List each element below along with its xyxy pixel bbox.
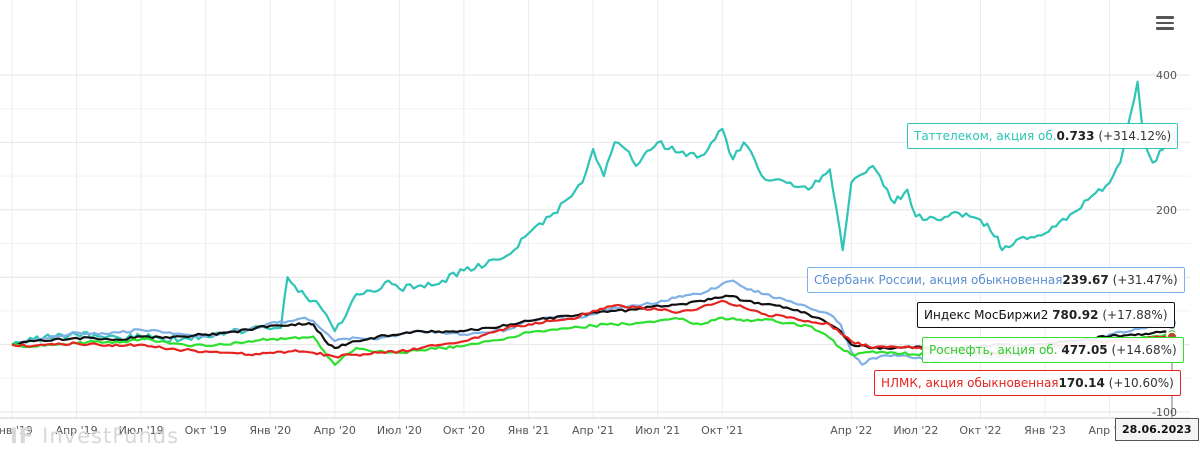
crosshair-date-label: 28.06.2023 (1115, 418, 1199, 441)
tooltip-series-name: Индекс МосБиржи2 (924, 308, 1049, 322)
y-tick-label: 200 (1156, 204, 1177, 217)
tooltip-series-name: Таттелеком, акция об. (914, 129, 1057, 143)
tooltip-tattelecom: Таттелеком, акция об.0.733 (+314.12%) (907, 123, 1179, 149)
tooltip-nlmk: НЛМК, акция обыкновенная170.14 (+10.60%) (874, 370, 1181, 396)
tooltip-series-name: Роснефть, акция об. (929, 343, 1058, 357)
x-axis: Янв '19 Апр '19 Июл '19 Окт '19 Янв '20 Апр '… (0, 417, 1190, 437)
x-tick-label: Июл '22 (893, 424, 938, 437)
x-tick-label: Апр '19 (55, 424, 97, 437)
x-tick-label: Апр '21 (572, 424, 614, 437)
investfunds-logo: IF InvestFunds (10, 424, 180, 448)
x-tick-label: Янв '23 (1024, 424, 1066, 437)
x-tick-label: Апр '22 (830, 424, 872, 437)
x-tick-label: Янв '20 (249, 424, 291, 437)
tooltip-price: 477.05 (1061, 343, 1108, 357)
x-tick-label: Окт '21 (701, 424, 743, 437)
x-tick-label: Апр '20 (314, 424, 356, 437)
tooltip-series-name: Сбербанк России, акция обыкновенная (814, 273, 1063, 287)
x-tick-label: Окт '22 (959, 424, 1001, 437)
x-tick-label: Янв '19 (0, 424, 33, 437)
x-tick-label: Июл '21 (635, 424, 680, 437)
tooltip-change: (+31.47%) (1112, 273, 1178, 287)
tooltip-change: (+10.60%) (1108, 376, 1174, 390)
tooltip-change: (+314.12%) (1098, 129, 1172, 143)
tooltip-change: (+14.68%) (1111, 343, 1177, 357)
tooltip-sberbank: Сбербанк России, акция обыкновенная239.6… (807, 267, 1185, 293)
tooltip-price: 780.92 (1052, 308, 1099, 322)
y-tick-label: 400 (1156, 69, 1177, 82)
x-tick-label: Янв '21 (508, 424, 550, 437)
x-tick-label: Окт '20 (443, 424, 485, 437)
chart-grid (0, 0, 1190, 418)
tooltip-change: (+17.88%) (1102, 308, 1168, 322)
tooltip-price: 170.14 (1058, 376, 1105, 390)
x-tick-label: Окт '19 (185, 424, 227, 437)
x-tick-label: Июл '19 (119, 424, 164, 437)
y-tick-label: -100 (1152, 406, 1177, 419)
hamburger-menu-icon[interactable] (1156, 16, 1174, 32)
tooltip-rosneft: Роснефть, акция об. 477.05 (+14.68%) (922, 337, 1184, 363)
tooltip-price: 0.733 (1056, 129, 1095, 143)
x-tick-label: Июл '20 (377, 424, 422, 437)
tooltip-moex-index: Индекс МосБиржи2 780.92 (+17.88%) (917, 302, 1175, 328)
tooltip-price: 239.67 (1062, 273, 1109, 287)
tooltip-series-name: НЛМК, акция обыкновенная (881, 376, 1059, 390)
